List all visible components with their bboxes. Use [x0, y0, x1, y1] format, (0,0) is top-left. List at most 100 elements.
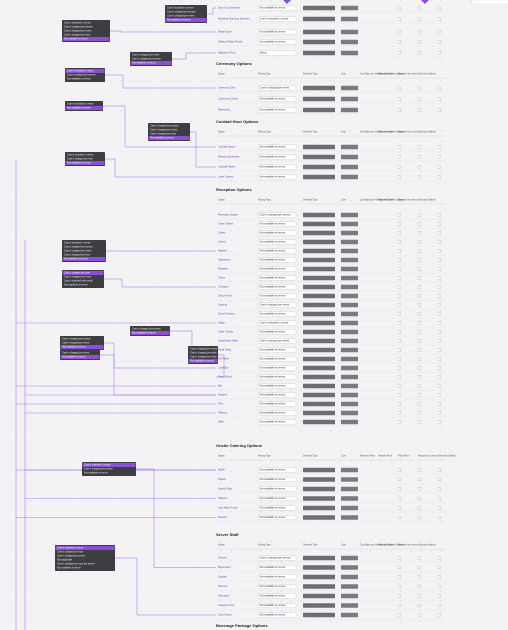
checkbox — [437, 506, 441, 510]
callout-selected — [60, 345, 104, 349]
callout-item: Cost is charged per person — [62, 338, 91, 341]
callout-item: Not available at venue — [64, 38, 88, 41]
checkbox — [417, 267, 421, 271]
checkbox — [437, 339, 441, 343]
pricing-select — [257, 419, 297, 425]
pricing-select — [257, 555, 297, 561]
option-name: Lighting — [218, 303, 228, 307]
option-name: Sweetheart Table — [218, 339, 239, 343]
callout-item: Cost is charged per chair — [190, 356, 217, 359]
deferred-select — [303, 293, 335, 299]
checkbox — [437, 6, 441, 10]
callout-item: Cost is charged per person — [150, 125, 179, 128]
checkbox — [417, 240, 421, 244]
connector — [105, 74, 216, 89]
cost-field — [341, 50, 358, 56]
cost-field — [341, 174, 358, 180]
checkbox — [417, 384, 421, 388]
option-name: Cake Cutting — [218, 330, 234, 334]
cost-field — [341, 410, 358, 416]
column-header: Minimum Price — [360, 455, 376, 458]
connector — [136, 468, 216, 568]
deferred-select — [303, 419, 335, 425]
checkbox — [397, 506, 401, 510]
cost-field — [341, 293, 358, 299]
pricing-select — [257, 496, 297, 501]
cost-field — [341, 257, 358, 263]
checkbox — [417, 249, 421, 253]
connector — [105, 158, 216, 178]
pricing-value: Not available at venue — [260, 411, 286, 415]
pricing-select — [257, 164, 297, 170]
pricing-value: Not available at venue — [260, 575, 286, 579]
option-name: Cleanup Crew — [218, 603, 235, 607]
option-name: Flatware — [218, 267, 229, 271]
column-header: Pricing Type — [258, 544, 271, 547]
column-header: Required for venue — [398, 544, 418, 547]
cost-field — [341, 419, 358, 425]
cost-field — [341, 329, 358, 335]
cost-field — [341, 266, 358, 272]
checkbox — [437, 97, 441, 101]
callout-item: Cost is included in venue — [167, 7, 194, 10]
deferred-select — [303, 221, 335, 227]
checkbox — [397, 86, 401, 90]
option-name: Glassware — [218, 258, 231, 262]
checkbox — [417, 17, 421, 21]
pricing-value: Not available at venue — [260, 285, 286, 289]
callout-item: Not applicable — [57, 559, 73, 562]
pricing-value: Not available at venue — [260, 155, 286, 159]
cost-field — [341, 154, 358, 160]
callout-item: Not available at venue — [132, 62, 156, 65]
callout-item: Cost is charged per event — [190, 348, 218, 351]
deferred-select — [303, 50, 335, 56]
column-header: Option — [218, 455, 225, 458]
checkbox — [397, 240, 401, 244]
callout-selected — [130, 61, 172, 65]
callout-item: Cost is charged per event — [150, 129, 178, 132]
pricing-select — [257, 401, 297, 407]
callout-item: Not available at venue — [167, 19, 191, 22]
cost-field — [341, 486, 358, 492]
callout-item: Not available at venue — [150, 137, 174, 140]
option-name: Stage — [218, 321, 225, 325]
deferred-select — [303, 174, 335, 180]
pricing-select — [257, 85, 297, 91]
cost-field — [341, 374, 358, 380]
checkbox — [437, 17, 441, 21]
pricing-value: Not available at venue — [260, 393, 286, 397]
callout-item: Not available at venue — [190, 360, 214, 363]
pricing-value: Not available at venue — [260, 584, 286, 588]
pricing-value: Not available at venue — [260, 249, 286, 253]
frame-corner — [471, 0, 508, 5]
checkbox — [417, 566, 421, 569]
pricing-select — [257, 221, 297, 227]
deferred-select — [303, 555, 335, 561]
cost-field — [341, 365, 358, 371]
callout-item: Cost is charged per person — [167, 11, 196, 14]
option-name: Gift Table — [218, 357, 229, 361]
option-name: Servers — [218, 556, 228, 560]
option-name: Day-of Coordinator — [218, 6, 240, 10]
deferred-select — [303, 477, 335, 482]
deferred-select — [303, 275, 335, 281]
pricing-value: Not available at venue — [260, 294, 286, 298]
pricing-value: Not available at venue — [260, 496, 286, 500]
column-header: Cost Base per Number of Guests — [360, 199, 395, 202]
pricing-select — [257, 356, 297, 362]
pricing-select — [257, 266, 297, 272]
option-name: Lawn Games — [218, 175, 234, 179]
checkbox — [417, 175, 421, 179]
pricing-value: Not available at venue — [260, 312, 286, 316]
pricing-value: Not available at venue — [260, 108, 286, 112]
deferred-select — [303, 320, 335, 326]
connector — [172, 52, 216, 60]
callout-item: Cost is charged per person — [67, 74, 96, 77]
checkbox — [397, 375, 401, 379]
checkbox — [437, 566, 441, 569]
checkbox — [437, 30, 441, 34]
checkbox — [397, 384, 401, 388]
callout-box — [55, 545, 115, 571]
checkbox — [397, 213, 401, 217]
callout-item: Cost is charged per item — [67, 158, 93, 161]
